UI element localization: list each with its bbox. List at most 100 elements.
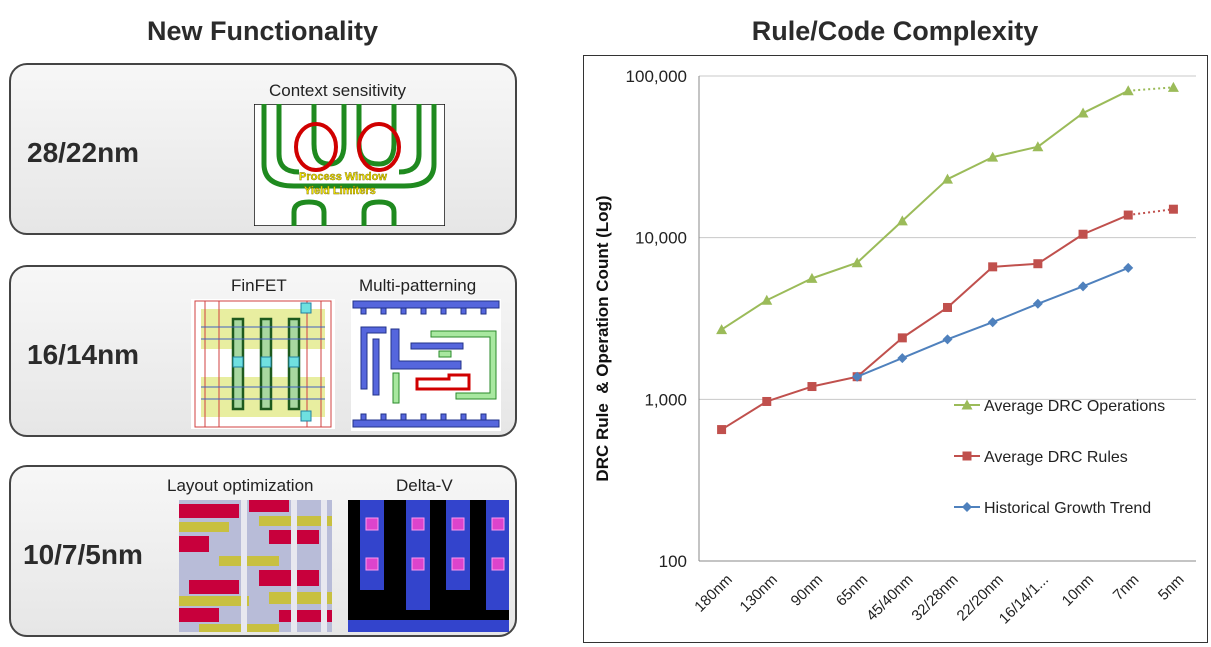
series-line-segment (856, 337, 903, 378)
overlay-text-2: Yield Limiters (304, 185, 376, 197)
legend-label: Historical Growth Trend (984, 500, 1151, 517)
legend-label: Average DRC Operations (984, 398, 1165, 415)
node-box-10-7-5nm: 10/7/5nm Layout optimization Delta-V (9, 465, 517, 637)
series-line-segment (901, 338, 948, 359)
delta-v-image (348, 500, 509, 632)
data-point (1078, 281, 1089, 292)
data-point (987, 317, 998, 328)
data-point (1033, 259, 1043, 269)
finfet-image (191, 299, 335, 429)
layout-optimization-caption: Layout optimization (167, 476, 314, 495)
chart-axes: 100 1,000 10,000 100,000 180nm 130nm 90nm 65nm4… (593, 67, 1196, 627)
series-line-segment (811, 261, 858, 280)
legend-entry: Average DRC Operations (954, 398, 1165, 415)
series-square (717, 204, 1178, 435)
overlay-text-1: Process Window (299, 171, 387, 183)
x-tick-label: 130nm (737, 571, 781, 615)
chart-frame: 100 1,000 10,000 100,000 180nm 130nm 90nm 65nm 4… (583, 55, 1208, 643)
series-line-segment (901, 306, 949, 339)
data-point (716, 324, 728, 335)
left-title: New Functionality (146, 16, 379, 46)
x-tick-label: 5nm (1155, 571, 1188, 604)
data-point (852, 371, 863, 382)
data-point (896, 215, 908, 226)
series-line-segment (766, 385, 813, 403)
data-point (897, 353, 908, 364)
series-line-segment (992, 145, 1039, 159)
context-sensitivity-caption: Context sensitivity (269, 81, 406, 100)
y-axis-label: DRC Rule & Operation Count (Log) (593, 195, 612, 481)
x-tick-label: 180nm (691, 571, 735, 615)
series-line-segment (1082, 266, 1129, 288)
data-point (762, 396, 772, 406)
data-point (942, 334, 953, 345)
data-point (987, 151, 999, 162)
series-line-segment (811, 375, 858, 388)
data-point (1167, 81, 1179, 92)
data-point (1168, 204, 1178, 214)
series-line-segment (1037, 285, 1084, 305)
series-line-segment (1128, 208, 1174, 217)
data-point (943, 302, 952, 312)
series-diamond (852, 262, 1134, 382)
chart-legend: Average DRC Operations Average DRC Rules H… (954, 398, 1165, 517)
data-point (897, 333, 907, 343)
series-line-segment (992, 262, 1038, 268)
legend-label: Average DRC Rules (984, 449, 1128, 466)
series-line-segment (1082, 214, 1129, 236)
series-triangle (716, 81, 1179, 335)
multi-patterning-caption: Multi-patterning (359, 276, 477, 295)
data-point (1032, 298, 1043, 309)
x-tick-label: 45/40nm (863, 571, 916, 624)
chart-svg: 100 1,000 10,000 100,000 180nm 130nm 90nm 65nm4… (593, 67, 1196, 627)
x-tick-label: 32/28nm (908, 571, 961, 624)
node-label: 10/7/5nm (23, 539, 143, 570)
data-point (807, 382, 817, 392)
finfet-caption: FinFET (231, 276, 287, 295)
legend-marker (961, 399, 973, 410)
series-line-segment (1037, 233, 1084, 265)
data-point (1077, 107, 1089, 118)
data-point (806, 272, 818, 283)
series-line-segment (766, 277, 813, 302)
y-tick-label: 10,000 (635, 229, 687, 248)
legend-marker (962, 451, 972, 461)
y-tick-label: 100,000 (626, 67, 687, 86)
context-sensitivity-image: Process Window Yield Limiters (254, 104, 445, 226)
legend-marker (962, 502, 972, 512)
legend-entry: Average DRC Rules (954, 449, 1128, 466)
x-tick-label: 10nm (1059, 571, 1098, 610)
series-line-segment (856, 220, 903, 264)
chart-series (716, 81, 1179, 435)
y-tick-label: 100 (659, 552, 687, 571)
node-box-16-14nm: 16/14nm FinFET Multi-patterning (9, 265, 517, 437)
series-line-segment (721, 299, 768, 331)
data-point (1078, 229, 1088, 239)
data-point (761, 294, 773, 305)
series-line-segment (901, 178, 949, 222)
delta-v-caption: Delta-V (396, 476, 453, 495)
series-line-segment (992, 302, 1039, 324)
series-line-segment (721, 400, 768, 431)
node-label: 28/22nm (27, 137, 140, 168)
data-point (1032, 141, 1044, 152)
data-point (1122, 85, 1134, 96)
series-line-segment (1128, 86, 1174, 92)
data-point (851, 257, 863, 268)
multi-patterning-image (351, 299, 501, 431)
node-label: 16/14nm (27, 339, 140, 370)
series-line-segment (947, 321, 994, 341)
data-point (1123, 210, 1133, 220)
node-box-28-22nm: 28/22nm Context sensitivity Process Wind… (9, 63, 517, 235)
x-tick-label: 7nm (1110, 571, 1143, 604)
chart-title: Rule/Code Complexity (751, 16, 1039, 46)
legend-entry: Historical Growth Trend (954, 500, 1151, 517)
data-point (1123, 262, 1134, 273)
series-line-segment (856, 357, 903, 378)
data-point (988, 262, 998, 272)
y-tick-label: 1,000 (644, 390, 687, 409)
chart-grid (699, 75, 1196, 562)
data-point (942, 173, 953, 184)
data-point (717, 425, 727, 435)
x-tick-label: 90nm (788, 571, 827, 610)
